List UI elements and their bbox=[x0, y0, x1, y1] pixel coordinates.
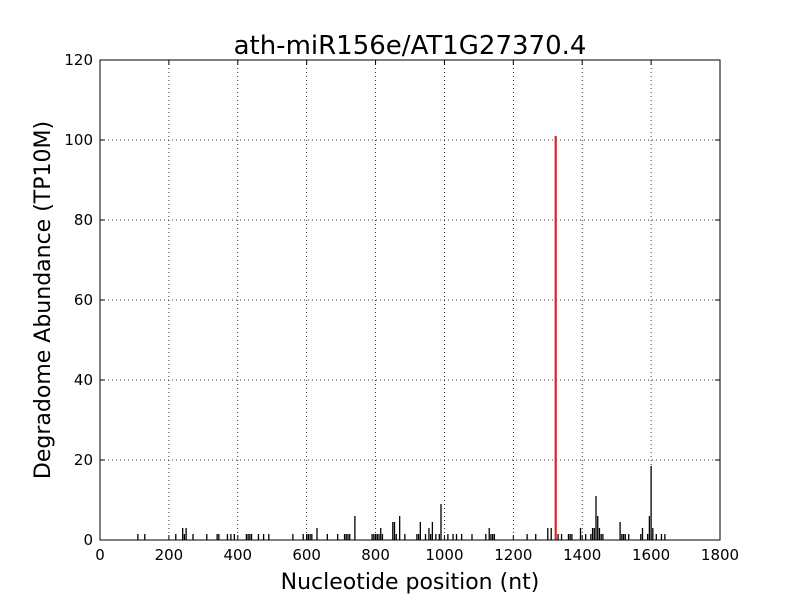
bars bbox=[137, 136, 666, 540]
x-tick-label: 1800 bbox=[701, 546, 739, 564]
y-axis-ticks: 0 20 40 60 80 100 120 bbox=[64, 51, 720, 549]
chart-title: ath-miR156e/AT1G27370.4 bbox=[234, 31, 587, 61]
grid bbox=[100, 60, 720, 540]
y-tick-label: 80 bbox=[74, 211, 93, 229]
x-tick-label: 200 bbox=[155, 546, 184, 564]
x-tick-label: 1000 bbox=[425, 546, 463, 564]
x-tick-label: 1400 bbox=[563, 546, 601, 564]
y-tick-label: 0 bbox=[83, 531, 93, 549]
x-tick-label: 0 bbox=[95, 546, 105, 564]
y-tick-label: 60 bbox=[74, 291, 93, 309]
y-tick-label: 120 bbox=[64, 51, 93, 69]
y-tick-label: 40 bbox=[74, 371, 93, 389]
x-axis-ticks: 0 200 400 600 800 1000 1200 1400 1600 1800 bbox=[95, 60, 739, 564]
y-tick-label: 20 bbox=[74, 451, 93, 469]
x-tick-label: 400 bbox=[223, 546, 252, 564]
x-tick-label: 600 bbox=[292, 546, 321, 564]
x-tick-label: 1600 bbox=[632, 546, 670, 564]
y-tick-label: 100 bbox=[64, 131, 93, 149]
y-axis-label: Degradome Abundance (TP10M) bbox=[31, 121, 56, 479]
x-tick-label: 1200 bbox=[494, 546, 532, 564]
x-axis-label: Nucleotide position (nt) bbox=[281, 570, 540, 595]
x-tick-label: 800 bbox=[361, 546, 390, 564]
